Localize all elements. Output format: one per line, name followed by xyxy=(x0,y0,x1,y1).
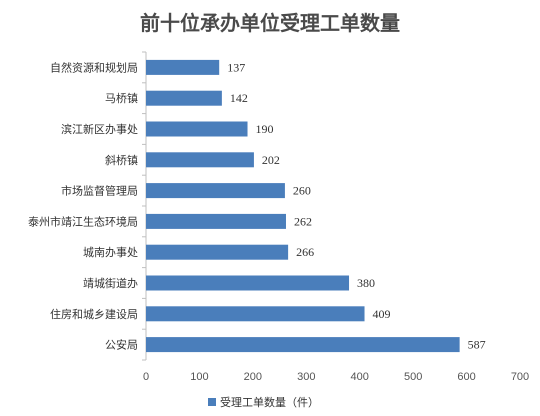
bar xyxy=(146,152,254,168)
legend: 受理工单数量（件） xyxy=(208,396,319,409)
bar xyxy=(146,59,220,75)
category-label: 马桥镇 xyxy=(105,91,138,105)
category-label: 靖城街道办 xyxy=(83,276,138,290)
data-label: 409 xyxy=(373,307,391,321)
bar xyxy=(146,306,365,322)
chart-title: 前十位承办单位受理工单数量 xyxy=(140,11,400,35)
x-tick-label: 600 xyxy=(457,371,475,383)
category-label: 住房和城乡建设局 xyxy=(50,307,138,321)
category-label: 城南办事处 xyxy=(83,246,138,259)
x-tick-label: 500 xyxy=(404,371,422,383)
data-label: 587 xyxy=(468,338,486,352)
category-label: 市场监督管理局 xyxy=(61,184,138,198)
data-label: 262 xyxy=(294,214,312,228)
category-label: 公安局 xyxy=(105,338,138,352)
x-tick-label: 400 xyxy=(351,371,369,383)
x-tick-label: 100 xyxy=(190,371,208,383)
legend-label: 受理工单数量（件） xyxy=(220,396,319,409)
data-label: 202 xyxy=(262,153,280,167)
data-label: 380 xyxy=(357,276,375,290)
data-label: 137 xyxy=(227,60,245,74)
data-label: 142 xyxy=(230,91,248,105)
category-label: 自然资源和规划局 xyxy=(50,60,138,74)
bar xyxy=(146,121,248,137)
data-label: 260 xyxy=(293,184,311,198)
data-label: 190 xyxy=(256,122,274,136)
plot-area: 自然资源和规划局 137 马桥镇 142 滨江新区办事处 190 斜桥镇 202 市场监督管理局… xyxy=(28,51,529,383)
legend-swatch xyxy=(208,398,216,406)
data-label: 266 xyxy=(296,245,314,259)
category-label: 泰州市靖江生态环境局 xyxy=(28,214,138,228)
bar xyxy=(146,275,350,291)
bar xyxy=(146,183,285,199)
category-label: 滨江新区办事处 xyxy=(61,122,138,136)
x-tick-label: 0 xyxy=(143,371,149,383)
x-tick-label: 700 xyxy=(511,371,529,383)
bar xyxy=(146,337,460,353)
x-tick-label: 300 xyxy=(297,371,315,383)
x-tick-label: 200 xyxy=(244,371,262,383)
bar xyxy=(146,90,222,106)
category-label: 斜桥镇 xyxy=(105,153,138,167)
bar xyxy=(146,244,289,260)
bar xyxy=(146,213,286,229)
